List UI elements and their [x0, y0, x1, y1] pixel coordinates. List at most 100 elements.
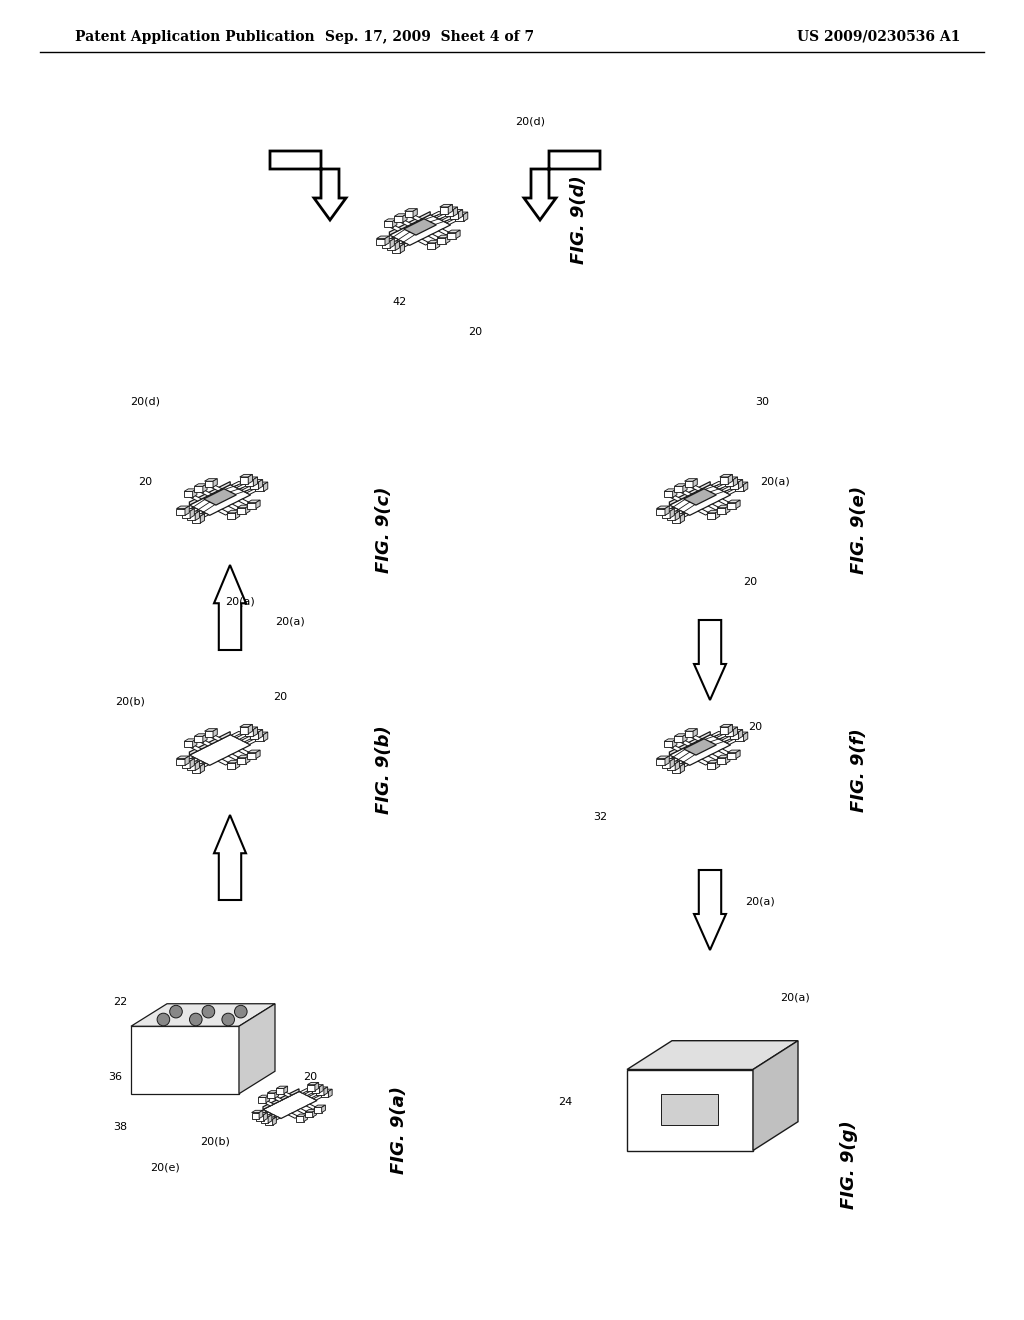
Polygon shape — [672, 764, 684, 766]
Polygon shape — [240, 727, 248, 734]
Polygon shape — [394, 216, 402, 222]
Polygon shape — [193, 488, 197, 498]
Polygon shape — [240, 474, 253, 477]
Polygon shape — [255, 484, 263, 491]
Polygon shape — [307, 1082, 318, 1085]
Polygon shape — [189, 482, 230, 506]
Polygon shape — [238, 758, 246, 764]
Polygon shape — [673, 488, 677, 498]
Polygon shape — [214, 565, 246, 649]
Polygon shape — [263, 733, 267, 742]
Text: 36: 36 — [108, 1072, 122, 1082]
Polygon shape — [227, 760, 240, 763]
Polygon shape — [455, 215, 464, 222]
Text: 30: 30 — [755, 397, 769, 407]
Polygon shape — [670, 746, 682, 751]
Polygon shape — [189, 746, 202, 751]
Polygon shape — [656, 756, 670, 759]
Text: FIG. 9(d): FIG. 9(d) — [570, 176, 588, 264]
Polygon shape — [284, 1086, 288, 1094]
Polygon shape — [390, 226, 401, 231]
Polygon shape — [400, 244, 404, 253]
Polygon shape — [250, 730, 263, 733]
Polygon shape — [246, 506, 250, 513]
Polygon shape — [717, 508, 726, 513]
Polygon shape — [227, 513, 236, 519]
Polygon shape — [444, 210, 454, 216]
Polygon shape — [184, 742, 193, 747]
Text: 20(a): 20(a) — [760, 477, 790, 487]
Polygon shape — [304, 1114, 307, 1122]
Polygon shape — [205, 479, 217, 482]
Circle shape — [189, 1014, 202, 1026]
Polygon shape — [667, 511, 680, 513]
Polygon shape — [131, 1003, 275, 1026]
Polygon shape — [258, 479, 263, 488]
Polygon shape — [201, 513, 205, 523]
Circle shape — [234, 1006, 247, 1018]
Polygon shape — [176, 508, 185, 515]
Polygon shape — [656, 506, 670, 508]
Polygon shape — [693, 479, 697, 487]
Polygon shape — [315, 1082, 318, 1090]
Polygon shape — [257, 1110, 266, 1114]
Polygon shape — [248, 500, 260, 503]
Polygon shape — [665, 739, 677, 742]
Polygon shape — [712, 482, 722, 487]
Polygon shape — [392, 244, 404, 247]
Polygon shape — [227, 511, 240, 513]
Polygon shape — [231, 482, 242, 487]
Polygon shape — [186, 511, 200, 513]
Polygon shape — [184, 488, 197, 491]
Polygon shape — [248, 503, 256, 508]
Polygon shape — [300, 1089, 309, 1093]
Polygon shape — [707, 511, 720, 513]
Polygon shape — [377, 236, 389, 239]
Polygon shape — [393, 240, 403, 246]
Polygon shape — [189, 495, 202, 502]
Polygon shape — [698, 510, 710, 515]
Polygon shape — [307, 1085, 315, 1090]
Text: 20(e): 20(e) — [151, 1162, 180, 1172]
Polygon shape — [213, 729, 217, 737]
Polygon shape — [438, 228, 451, 235]
Polygon shape — [245, 727, 258, 730]
Polygon shape — [256, 1113, 267, 1115]
Polygon shape — [727, 750, 740, 752]
Text: FIG. 9(f): FIG. 9(f) — [850, 729, 868, 812]
Polygon shape — [673, 511, 684, 516]
Polygon shape — [255, 735, 263, 742]
Polygon shape — [730, 733, 738, 739]
Polygon shape — [189, 484, 251, 515]
Polygon shape — [200, 741, 212, 746]
Polygon shape — [675, 511, 680, 520]
Polygon shape — [263, 482, 267, 491]
Polygon shape — [242, 737, 252, 742]
Polygon shape — [656, 508, 665, 515]
Polygon shape — [735, 733, 748, 735]
Polygon shape — [253, 477, 258, 486]
Polygon shape — [259, 1110, 263, 1118]
Polygon shape — [394, 214, 408, 216]
Polygon shape — [193, 760, 204, 766]
Polygon shape — [684, 739, 717, 755]
Polygon shape — [329, 1089, 332, 1097]
Text: 20: 20 — [138, 477, 152, 487]
Text: 20: 20 — [743, 577, 757, 587]
Polygon shape — [383, 235, 393, 242]
Polygon shape — [728, 725, 732, 734]
Polygon shape — [743, 733, 748, 742]
Polygon shape — [694, 620, 726, 700]
Polygon shape — [670, 759, 675, 768]
Polygon shape — [730, 730, 742, 733]
Polygon shape — [726, 739, 737, 744]
Polygon shape — [322, 1105, 326, 1113]
Polygon shape — [228, 504, 240, 510]
Polygon shape — [205, 729, 217, 731]
Polygon shape — [672, 513, 684, 516]
Polygon shape — [205, 482, 213, 487]
Polygon shape — [454, 207, 458, 216]
Polygon shape — [709, 504, 720, 510]
Text: 20(d): 20(d) — [130, 397, 160, 407]
Polygon shape — [248, 725, 253, 734]
